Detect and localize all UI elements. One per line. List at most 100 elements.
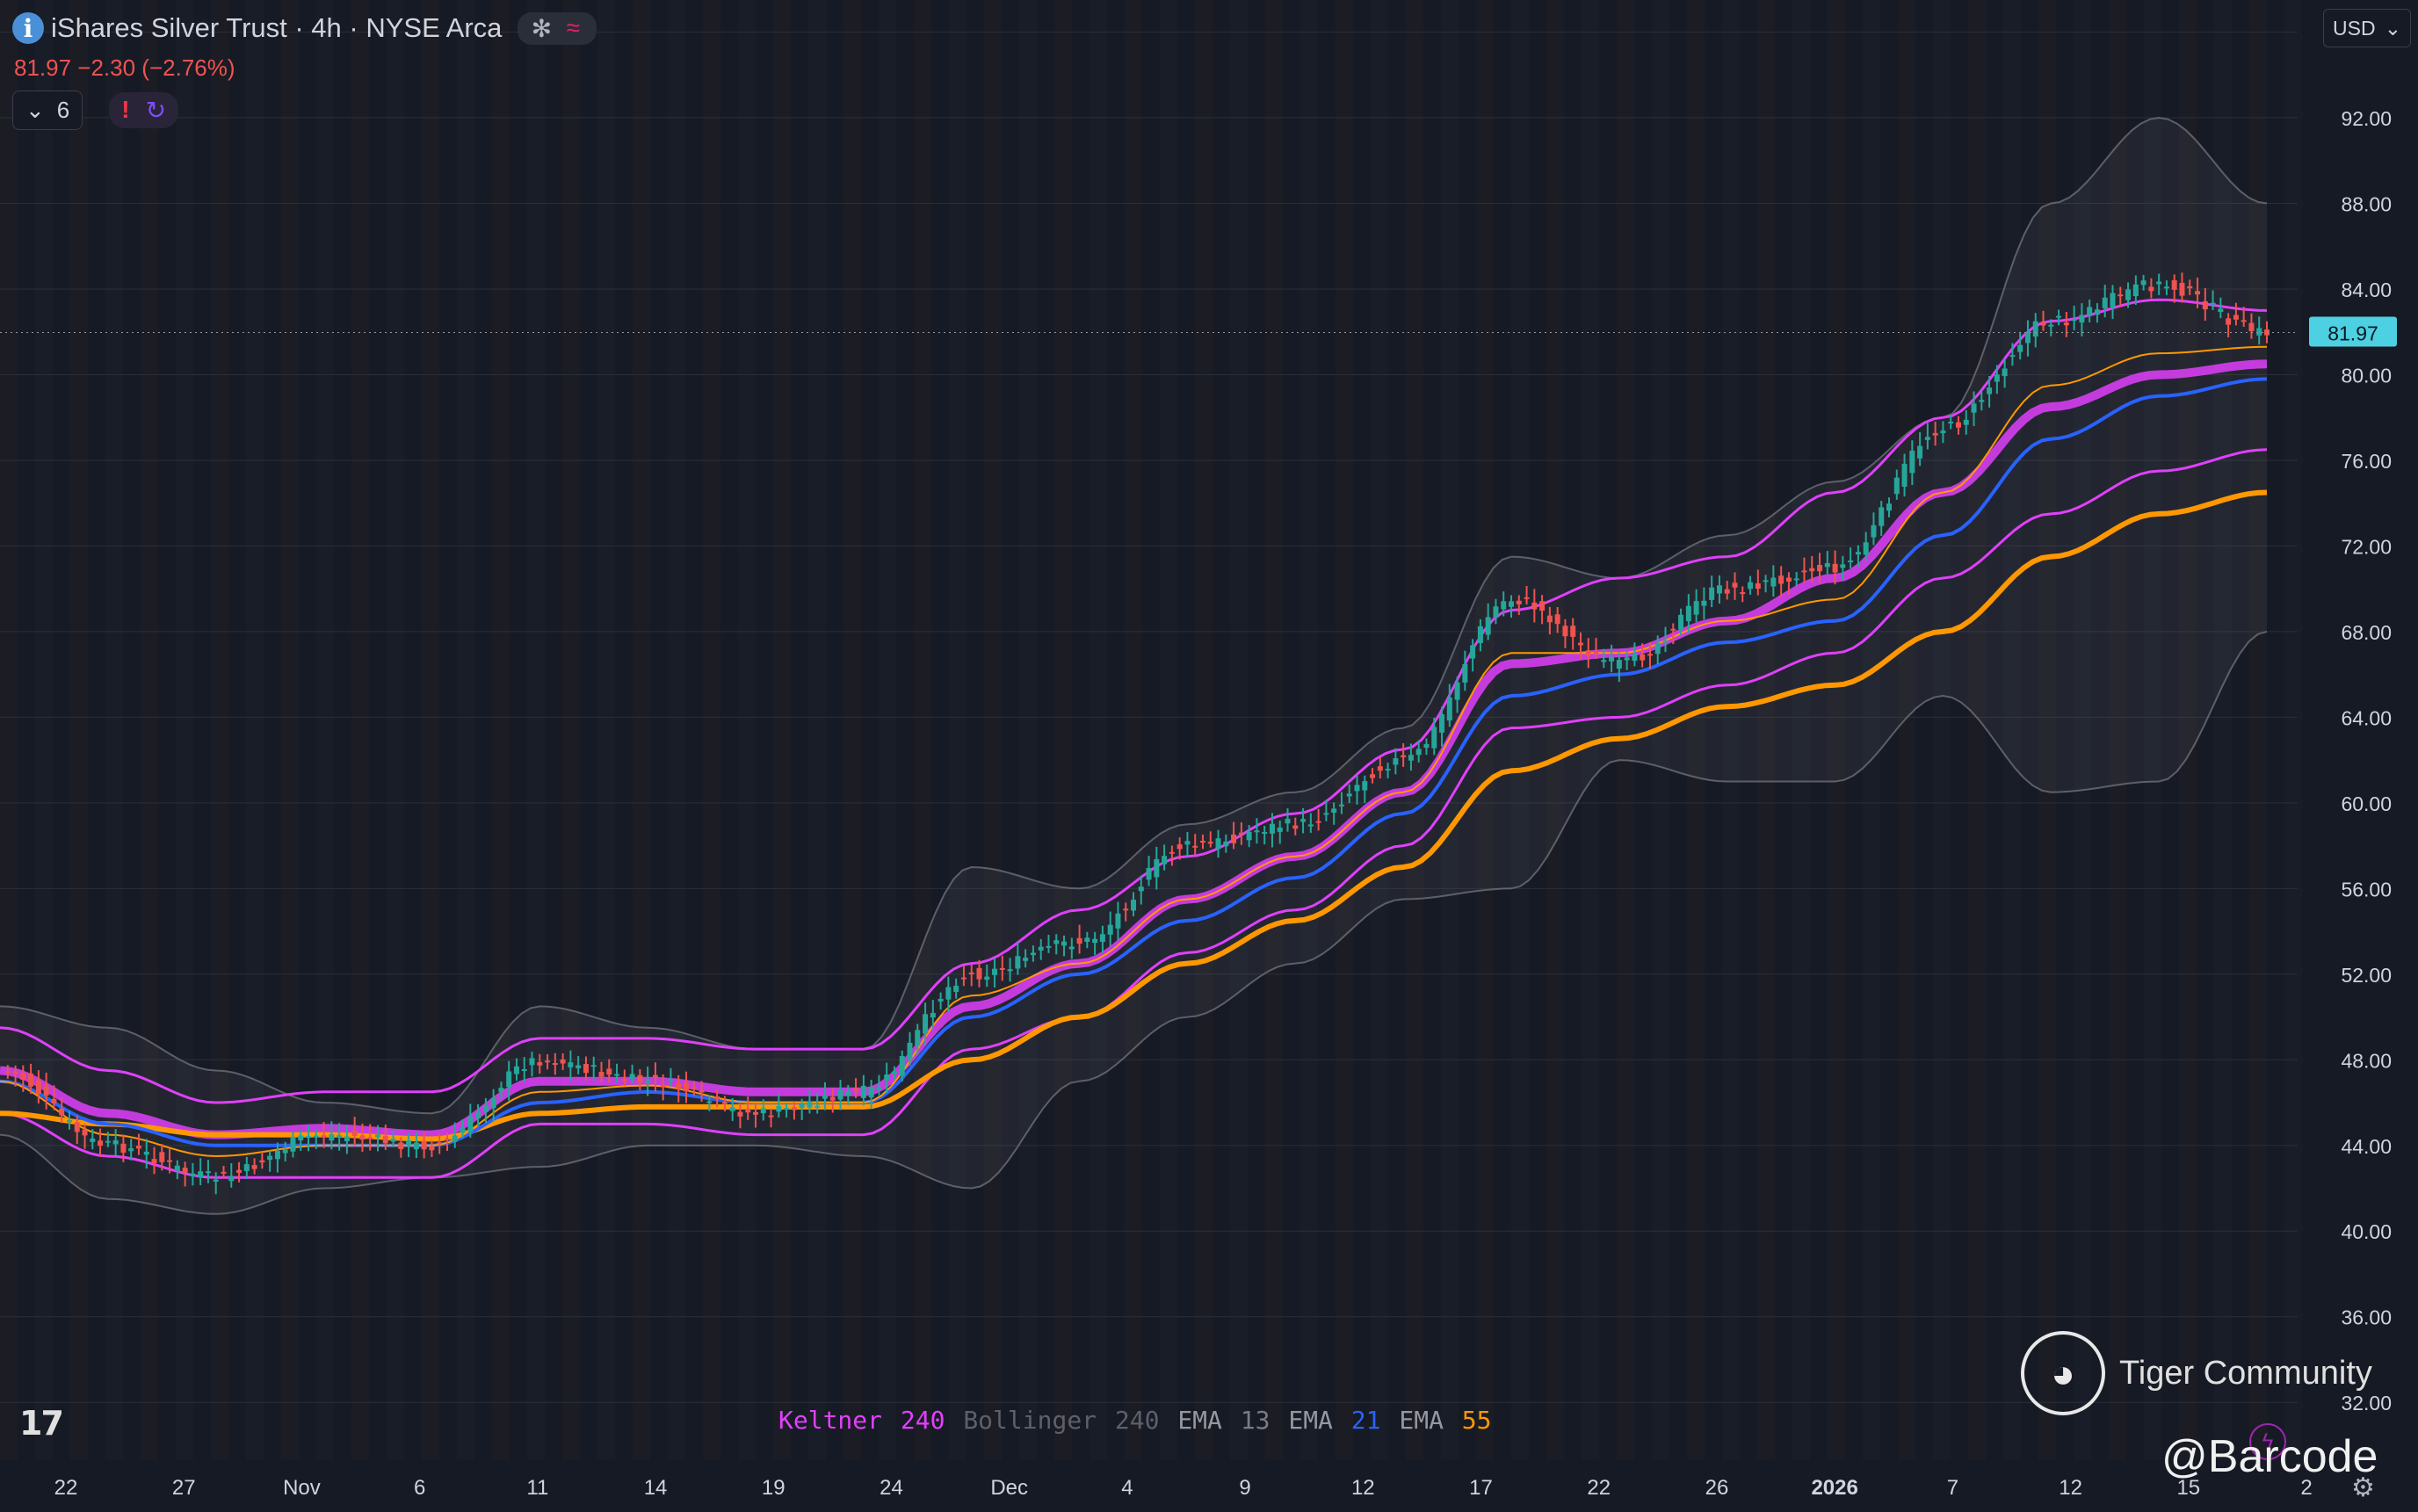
candle-body — [1300, 819, 1307, 822]
candle-body — [1609, 656, 1615, 662]
x-axis-tick-label: 2 — [2300, 1476, 2312, 1500]
candle-body — [2024, 332, 2031, 344]
currency-select[interactable]: USD ⌄ — [2323, 9, 2411, 47]
candle-body — [768, 1115, 774, 1118]
y-axis-tick-label: 84.00 — [2341, 279, 2392, 301]
candle-body — [413, 1142, 419, 1150]
candle-body — [1061, 941, 1068, 946]
candle-body — [699, 1090, 705, 1093]
candle-body — [899, 1056, 905, 1076]
candle-body — [729, 1107, 735, 1111]
candle-body — [367, 1137, 373, 1139]
tiger-logo-icon: ◕ — [2021, 1331, 2105, 1415]
y-axis-tick-label: 32.00 — [2341, 1392, 2392, 1414]
candle-body — [506, 1071, 512, 1088]
tradingview-logo[interactable]: 17 — [19, 1404, 64, 1443]
session-stripe — [105, 0, 123, 1460]
candle-body — [1285, 818, 1291, 824]
candle-body — [1678, 614, 1684, 630]
candle-body — [251, 1165, 257, 1169]
session-stripe — [1160, 0, 1177, 1460]
candle-body — [321, 1135, 327, 1138]
indicators-toggle-button[interactable]: ⌄ 6 — [12, 90, 83, 130]
candle-body — [845, 1090, 851, 1096]
session-stripe — [2038, 0, 2056, 1460]
info-icon[interactable]: i — [12, 12, 44, 44]
candle-body — [437, 1142, 443, 1145]
candle-body — [1801, 570, 1807, 573]
session-stripe — [1125, 0, 1142, 1460]
candle-body — [1315, 821, 1321, 823]
candle-body — [606, 1068, 612, 1075]
candle-body — [721, 1102, 728, 1104]
legend-bollinger-name[interactable]: Bollinger — [963, 1406, 1097, 1435]
candle-body — [1893, 477, 1900, 495]
y-axis-tick-label: 48.00 — [2341, 1049, 2392, 1072]
compare-icon[interactable]: ≈ — [566, 13, 581, 41]
candle-body — [1477, 626, 1483, 643]
candle-body — [799, 1103, 805, 1109]
candle-body — [490, 1097, 496, 1109]
warning-icon[interactable]: ! — [121, 96, 130, 123]
candle-body — [1092, 938, 1098, 944]
candle-body — [807, 1102, 813, 1108]
legend-ema21-name[interactable]: EMA — [1288, 1406, 1333, 1435]
candle-body — [167, 1160, 173, 1162]
candle-body — [1863, 542, 1869, 555]
candle-body — [2079, 315, 2085, 323]
symbol-title[interactable]: iShares Silver Trust · 4h · NYSE Arca — [51, 12, 503, 43]
candle-body — [1046, 945, 1052, 948]
candle-body — [51, 1098, 57, 1103]
session-stripe — [1265, 0, 1283, 1460]
y-axis-tick-label: 60.00 — [2341, 792, 2392, 815]
refresh-icon[interactable]: ↻ — [145, 97, 167, 124]
asterisk-icon[interactable]: ✻ — [531, 14, 553, 42]
session-stripe — [984, 0, 1002, 1460]
candle-body — [1470, 645, 1476, 659]
x-axis-tick-label: 7 — [1947, 1476, 1958, 1500]
candle-body — [676, 1082, 682, 1089]
candle-body — [1408, 755, 1414, 761]
legend-ema55-name[interactable]: EMA — [1399, 1406, 1444, 1435]
candle-body — [359, 1135, 366, 1140]
candle-body — [1886, 503, 1892, 511]
candle-body — [2048, 324, 2054, 327]
candle-body — [1940, 430, 1946, 434]
candle-body — [1107, 924, 1113, 935]
candle-body — [907, 1042, 913, 1060]
candle-body — [853, 1088, 859, 1091]
candle-body — [1909, 451, 1915, 474]
chevron-down-icon: ⌄ — [2384, 16, 2401, 40]
candle-body — [482, 1105, 489, 1112]
candle-body — [290, 1137, 296, 1152]
session-stripe — [949, 0, 966, 1460]
chevron-down-icon: ⌄ — [25, 97, 45, 123]
session-stripe — [1406, 0, 1423, 1460]
candle-body — [1855, 552, 1861, 555]
candle-body — [621, 1079, 627, 1082]
candle-body — [236, 1169, 243, 1173]
candle-body — [1716, 585, 1722, 594]
candle-body — [1732, 582, 1738, 588]
settings-icon[interactable]: ⚙ — [2351, 1473, 2375, 1502]
candle-body — [1824, 563, 1830, 568]
currency-label: USD — [2333, 16, 2376, 40]
candle-body — [228, 1176, 235, 1182]
candle-body — [876, 1088, 882, 1090]
legend-ema13-name[interactable]: EMA — [1177, 1406, 1222, 1435]
candle-body — [1415, 749, 1422, 756]
candle-body — [537, 1062, 543, 1066]
candle-body — [760, 1108, 766, 1114]
candle-body — [151, 1159, 157, 1163]
candle-body — [652, 1074, 658, 1078]
candle-body — [1431, 727, 1437, 749]
candle-body — [120, 1143, 127, 1153]
lightning-icon[interactable]: ϟ — [2249, 1423, 2286, 1460]
candle-body — [382, 1135, 388, 1144]
candle-body — [259, 1160, 265, 1163]
session-stripe — [1898, 0, 1915, 1460]
candle-body — [2171, 279, 2177, 290]
legend-keltner-name[interactable]: Keltner — [778, 1406, 883, 1435]
